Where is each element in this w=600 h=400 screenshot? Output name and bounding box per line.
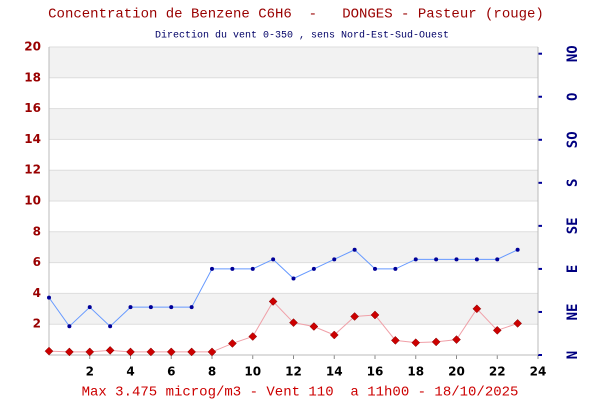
y-tick-label: 2 bbox=[33, 317, 41, 331]
band bbox=[49, 170, 538, 201]
data-point bbox=[411, 338, 421, 348]
y-tick-label: 18 bbox=[24, 70, 41, 84]
data-point bbox=[332, 257, 337, 262]
data-point bbox=[108, 324, 113, 329]
plot-background bbox=[49, 47, 538, 355]
band bbox=[49, 201, 538, 232]
y-tick-label: 6 bbox=[33, 255, 41, 269]
data-point bbox=[47, 295, 51, 300]
data-point bbox=[65, 347, 74, 357]
y2-tick-label: NE bbox=[565, 304, 581, 321]
data-point bbox=[393, 266, 398, 271]
y2-tick-label: SO bbox=[565, 131, 581, 148]
x-tick-label: 4 bbox=[126, 365, 134, 379]
data-point bbox=[67, 324, 72, 329]
data-point bbox=[250, 266, 255, 271]
data-point bbox=[248, 332, 258, 341]
data-point bbox=[230, 266, 235, 271]
x-tick-label: 2 bbox=[86, 365, 94, 379]
x-tick-label: 16 bbox=[367, 365, 384, 379]
x-tick-label: 18 bbox=[407, 365, 424, 379]
y-tick-label: 10 bbox=[24, 194, 41, 208]
y-tick-label: 12 bbox=[24, 163, 41, 177]
x-tick-label: 6 bbox=[167, 365, 175, 379]
data-point bbox=[452, 335, 461, 344]
y2-tick-label: N bbox=[565, 351, 581, 359]
data-point bbox=[148, 305, 153, 310]
data-point bbox=[492, 326, 502, 335]
data-point bbox=[128, 305, 133, 310]
data-point bbox=[329, 330, 339, 340]
y-tick-label: 4 bbox=[33, 286, 41, 300]
data-point bbox=[434, 257, 439, 262]
data-point bbox=[474, 257, 479, 262]
y-tick-label: 8 bbox=[33, 224, 41, 238]
data-point bbox=[454, 257, 459, 262]
x-tick-label: 22 bbox=[489, 365, 506, 379]
data-point bbox=[271, 257, 276, 262]
y-tick-label: 16 bbox=[24, 101, 41, 115]
band bbox=[49, 77, 538, 109]
data-point bbox=[515, 247, 520, 252]
data-point bbox=[207, 347, 217, 357]
y-tick-label: 14 bbox=[24, 132, 41, 146]
x-tick-label: 10 bbox=[244, 365, 261, 379]
data-point bbox=[87, 305, 92, 310]
data-point bbox=[189, 305, 194, 310]
data-point bbox=[311, 266, 316, 271]
x-tick-label: 8 bbox=[208, 365, 216, 379]
data-point bbox=[44, 346, 54, 356]
data-point bbox=[413, 257, 418, 262]
x-tick-label: 20 bbox=[448, 365, 465, 379]
band bbox=[49, 324, 538, 355]
chart-title: Concentration de Benzene C6H6 - DONGES -… bbox=[48, 7, 544, 23]
chart-footer: Max 3.475 microg/m3 - Vent 110 a 11h00 -… bbox=[82, 385, 519, 400]
chart-subtitle: Direction du vent 0-350 , sens Nord-Est-… bbox=[155, 30, 449, 42]
data-point bbox=[350, 312, 359, 321]
y2-tick-label: NO bbox=[565, 45, 581, 62]
data-point bbox=[210, 266, 214, 271]
data-point bbox=[352, 247, 357, 252]
band bbox=[49, 47, 538, 78]
data-point bbox=[228, 339, 237, 348]
y2-tick-label: S bbox=[565, 179, 581, 187]
data-point bbox=[495, 257, 500, 262]
data-point bbox=[187, 347, 196, 357]
data-point bbox=[291, 276, 296, 281]
data-point bbox=[166, 347, 176, 357]
x-tick-label: 24 bbox=[530, 365, 547, 379]
data-point bbox=[146, 347, 156, 357]
x-tick-label: 12 bbox=[285, 365, 302, 379]
data-point bbox=[391, 336, 400, 345]
data-point bbox=[289, 318, 298, 328]
y-tick-label: 20 bbox=[24, 40, 41, 54]
data-point bbox=[373, 266, 377, 271]
data-point bbox=[169, 305, 174, 310]
data-point bbox=[513, 319, 522, 328]
data-point bbox=[268, 297, 278, 306]
data-point bbox=[85, 347, 95, 357]
data-point bbox=[431, 337, 441, 347]
band bbox=[49, 231, 538, 263]
data-point bbox=[370, 310, 380, 320]
x-tick-label: 14 bbox=[326, 365, 343, 379]
y2-tick-label: E bbox=[565, 265, 581, 273]
data-point bbox=[105, 346, 115, 355]
series-line bbox=[48, 249, 518, 328]
data-point bbox=[309, 322, 319, 331]
y2-tick-label: SE bbox=[565, 217, 581, 234]
band bbox=[49, 139, 538, 171]
y2-tick-label: O bbox=[565, 93, 581, 101]
data-point bbox=[472, 304, 482, 314]
band bbox=[49, 108, 538, 140]
data-point bbox=[126, 347, 135, 357]
